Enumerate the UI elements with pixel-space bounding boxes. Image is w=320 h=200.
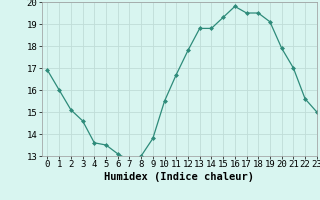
- X-axis label: Humidex (Indice chaleur): Humidex (Indice chaleur): [104, 172, 254, 182]
